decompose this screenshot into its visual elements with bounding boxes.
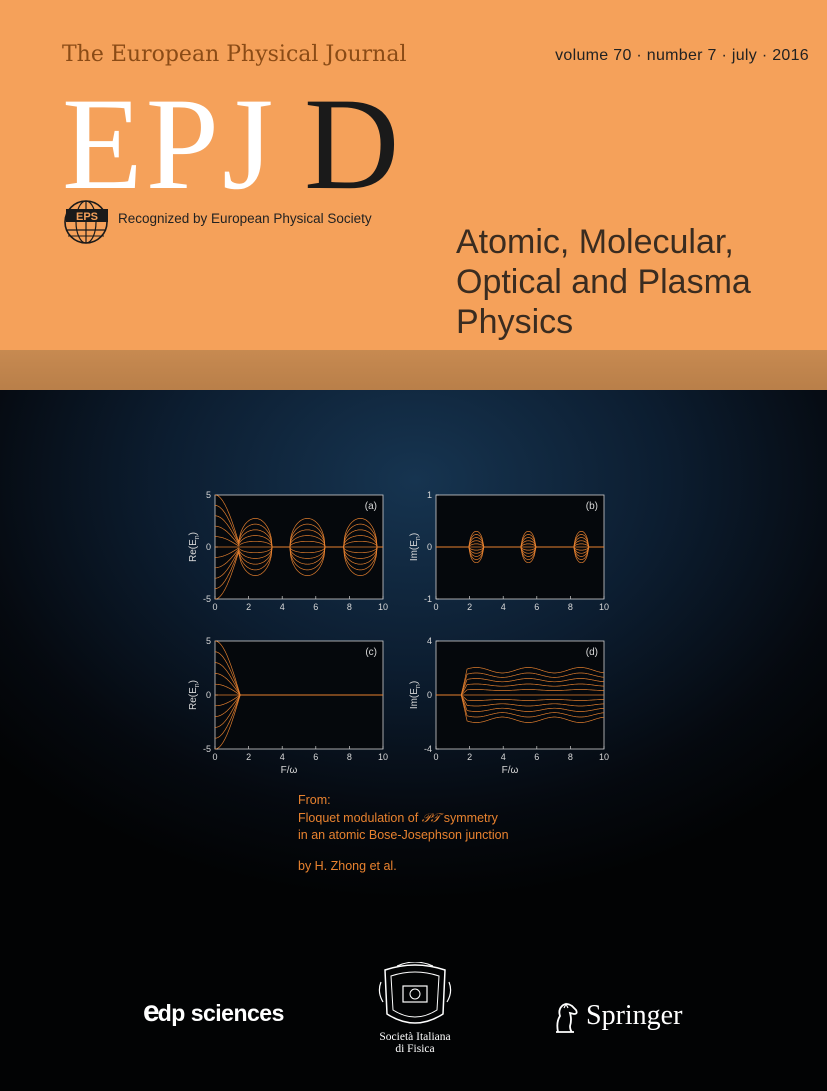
subject-line-2: Optical and Plasma: [456, 263, 751, 301]
y-tick-label: 5: [206, 490, 211, 500]
y-tick-label: -4: [424, 744, 432, 754]
y-axis-label-1: Re(En): [188, 532, 201, 562]
journal-name: The European Physical Journal: [62, 42, 407, 67]
caption-from: From:: [298, 793, 331, 807]
y-tick-label: -5: [203, 744, 211, 754]
x-tick-label: 4: [280, 602, 285, 612]
y-tick-label: 0: [206, 690, 211, 700]
x-tick-label: 2: [246, 602, 251, 612]
x-tick-label: 4: [501, 752, 506, 762]
x-tick-label: 0: [212, 752, 217, 762]
series-line: [436, 689, 605, 696]
x-axis-label-3: F/ω: [281, 765, 298, 776]
series-line: [215, 546, 383, 558]
series-line: [436, 672, 605, 696]
series-line: [436, 694, 605, 712]
y-axis-label-4: Im(En): [409, 681, 422, 709]
x-tick-label: 2: [467, 752, 472, 762]
caption-authors: by H. Zhong et al.: [298, 859, 397, 873]
x-axis-label-4: F/ω: [502, 765, 519, 776]
title-letter: D: [304, 70, 400, 217]
x-tick-label: 6: [534, 752, 539, 762]
series-line: [436, 530, 604, 548]
x-tick-label: 10: [378, 602, 388, 612]
figure-background: [0, 390, 827, 1091]
panel-label-2: (b): [586, 501, 598, 512]
x-tick-label: 0: [433, 752, 438, 762]
society-recognition: Recognized by European Physical Society: [118, 211, 372, 226]
panel-label-4: (d): [586, 647, 598, 658]
y-axis-label-3: Re(En): [188, 680, 201, 710]
y-tick-label: -5: [203, 594, 211, 604]
series-line: [215, 525, 383, 548]
series-line: [215, 546, 383, 569]
x-tick-label: 6: [534, 602, 539, 612]
series-line: [214, 640, 383, 696]
title-epj: EPJ: [62, 70, 277, 217]
edp-sciences-logo: edp sciences: [143, 995, 284, 1028]
series-line: [436, 678, 605, 696]
x-tick-label: 10: [599, 602, 609, 612]
header-band: [0, 350, 827, 390]
series-line: [436, 667, 605, 696]
series-line: [215, 536, 383, 548]
x-tick-label: 8: [347, 752, 352, 762]
x-tick-label: 6: [313, 752, 318, 762]
figure-caption: From: Floquet modulation of 𝒫𝒯 symmetry …: [298, 792, 509, 875]
x-tick-label: 4: [280, 752, 285, 762]
x-tick-label: 6: [313, 602, 318, 612]
series-line: [436, 694, 604, 707]
x-tick-label: 2: [467, 602, 472, 612]
x-tick-label: 8: [347, 602, 352, 612]
x-tick-label: 8: [568, 602, 573, 612]
x-tick-label: 8: [568, 752, 573, 762]
volume-info: volume 70 · number 7 · july · 2016: [555, 47, 809, 64]
header-panel: [0, 0, 827, 350]
subject-line-3: Physics: [456, 303, 574, 341]
series-line: [214, 546, 383, 600]
series-line: [214, 505, 383, 548]
series-line: [436, 694, 605, 723]
series-line: [436, 694, 605, 718]
series-line: [215, 546, 383, 579]
pt-symbol: 𝒫𝒯: [421, 810, 441, 825]
series-line: [214, 546, 383, 589]
eps-globe-icon: EPS: [64, 200, 108, 244]
springer-logo-text: Springer: [586, 1000, 683, 1031]
x-tick-label: 2: [246, 752, 251, 762]
y-tick-label: 1: [427, 490, 432, 500]
y-axis-label-2: Im(En): [409, 533, 422, 561]
y-tick-label: -1: [424, 594, 432, 604]
x-tick-label: 4: [501, 602, 506, 612]
eps-logo-text: EPS: [76, 211, 98, 223]
subject-line-1: Atomic, Molecular,: [456, 223, 734, 261]
y-tick-label: 0: [427, 690, 432, 700]
series-line: [214, 494, 383, 548]
sif-seal-icon: [378, 962, 452, 1024]
caption-title-line-2: in an atomic Bose-Josephson junction: [298, 828, 509, 842]
panel-label-1: (a): [365, 501, 377, 512]
series-line: [436, 683, 604, 696]
x-tick-label: 10: [599, 752, 609, 762]
series-line: [436, 694, 605, 701]
x-tick-label: 0: [212, 602, 217, 612]
caption-title-line-1: Floquet modulation of 𝒫𝒯 symmetry: [298, 810, 498, 825]
x-tick-label: 10: [378, 752, 388, 762]
sif-logo-text: Società Italiana di Fisica: [379, 1031, 451, 1055]
y-tick-label: 0: [206, 542, 211, 552]
y-tick-label: 4: [427, 636, 432, 646]
x-tick-label: 0: [433, 602, 438, 612]
subject-title: Atomic, Molecular, Optical and Plasma Ph…: [456, 222, 816, 342]
y-tick-label: 5: [206, 636, 211, 646]
series-line: [215, 515, 383, 548]
springer-horse-icon: [556, 1002, 578, 1033]
panel-label-3: (c): [365, 647, 377, 658]
y-tick-label: 0: [427, 542, 432, 552]
